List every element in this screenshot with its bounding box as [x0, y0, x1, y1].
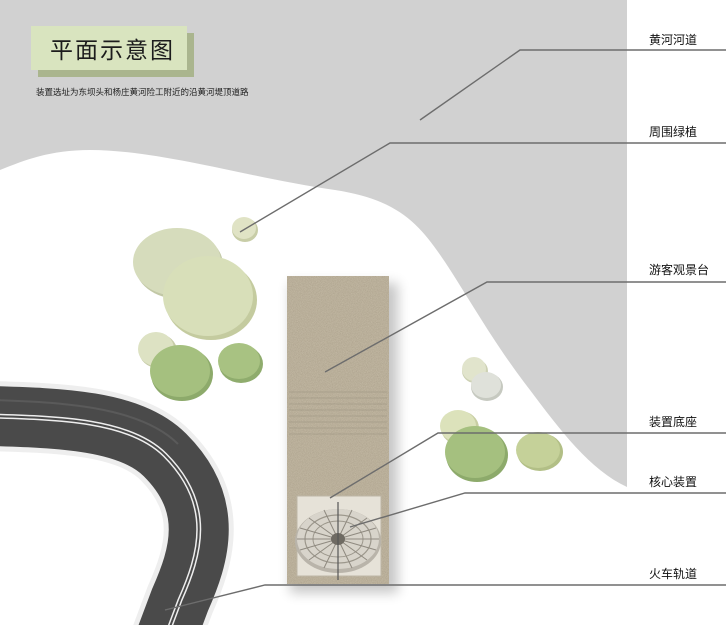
- label-river: 黄河河道: [648, 31, 699, 48]
- river-area: [0, 0, 627, 487]
- label-greenery: 周围绿植: [648, 123, 699, 140]
- leader-lines: [164, 49, 726, 611]
- leader-base: [329, 432, 726, 499]
- leader-platform: [324, 281, 726, 373]
- tree-group-left: [133, 217, 263, 401]
- tree-group-right: [440, 357, 563, 482]
- label-platform: 游客观景台: [648, 261, 711, 278]
- railway-track: [0, 381, 234, 625]
- label-core: 核心装置: [648, 473, 699, 490]
- label-base: 装置底座: [648, 413, 699, 430]
- leader-core: [349, 492, 726, 528]
- label-railway: 火车轨道: [648, 565, 699, 582]
- subtitle: 装置选址为东坝头和杨庄黄河险工附近的沿黄河堤顶道路: [36, 88, 249, 98]
- page-title: 平面示意图: [50, 38, 175, 64]
- leader-river: [419, 49, 726, 121]
- leader-railway: [164, 584, 726, 611]
- title-box: [31, 26, 187, 70]
- leader-greenery: [239, 142, 726, 233]
